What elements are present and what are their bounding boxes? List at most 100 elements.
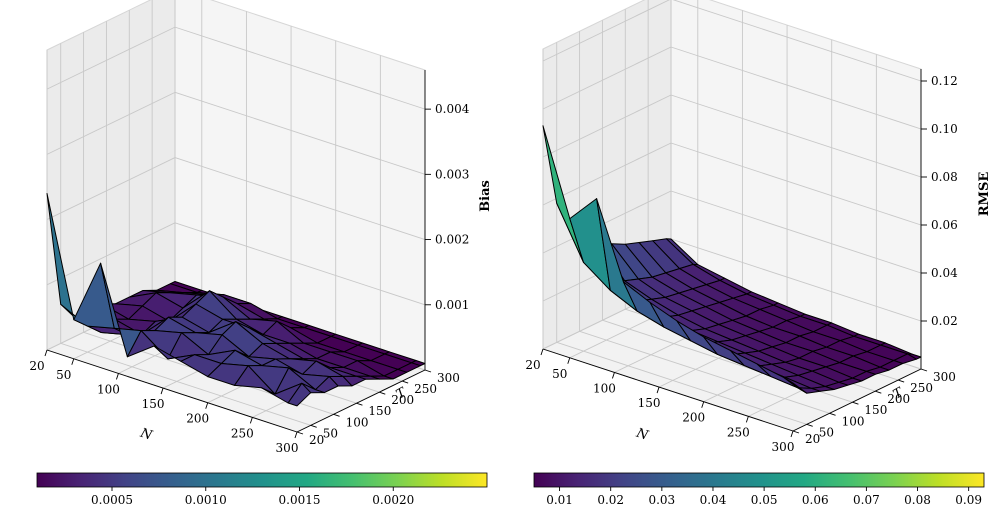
n-tick-label: 20 (525, 358, 540, 372)
grid-line (174, 157, 426, 240)
colorbar-tick-label: 0.0020 (372, 493, 414, 507)
n-tick-mark (540, 348, 544, 356)
t-tick-label: 200 (391, 393, 414, 407)
grid-line (542, 46, 672, 110)
n-tick-mark (790, 430, 794, 438)
n-tick-mark (116, 373, 119, 380)
n-tick-label: 200 (682, 411, 705, 425)
t-axis-line (296, 369, 426, 433)
n-tick-mark (567, 357, 571, 364)
colorbar-tick-label: 0.08 (904, 493, 931, 507)
z-tick-label: 0.004 (435, 102, 470, 116)
t-tick-mark (402, 380, 409, 384)
z-axis-label: Bias (478, 180, 493, 212)
colorbar-tick-label: 0.0010 (185, 493, 227, 507)
t-tick-mark (333, 413, 340, 417)
n-tick-mark (701, 401, 705, 408)
t-tick-mark (829, 412, 836, 416)
grid-line (46, 157, 176, 220)
z-tick-label: 0.04 (931, 266, 958, 280)
grid-line (46, 91, 176, 155)
colorbar (36, 472, 488, 488)
right-surface-panel: 205010015020025030020501001502002503000.… (525, 0, 992, 507)
grid-line (46, 26, 176, 90)
n-tick-label: 50 (552, 367, 567, 381)
t-tick-label: 20 (309, 433, 324, 447)
colorbar-tick-label: 0.06 (802, 493, 829, 507)
t-tick-label: 250 (910, 381, 933, 395)
t-tick-label: 150 (864, 403, 887, 417)
n-tick-label: 300 (276, 441, 299, 455)
surface-cell (287, 382, 312, 407)
grid-line (542, 190, 672, 254)
n-axis-line (542, 348, 794, 432)
t-tick-mark (875, 390, 882, 394)
grid-line (670, 142, 922, 226)
n-tick-label: 300 (772, 440, 795, 454)
t-tick-label: 150 (368, 404, 391, 418)
z-tick-label: 0.12 (931, 74, 958, 88)
n-tick-mark (294, 431, 298, 439)
grid-line (60, 342, 311, 426)
n-axis-label: N (137, 425, 154, 443)
colorbar-tick-label: 0.05 (751, 493, 778, 507)
t-tick-mark (792, 430, 800, 434)
t-tick-mark (898, 379, 905, 383)
t-tick-label: 250 (414, 382, 437, 396)
surface (46, 193, 426, 407)
grid-line (542, 142, 672, 206)
n-tick-label: 250 (727, 425, 750, 439)
t-tick-label: 50 (819, 425, 834, 439)
colorbar (533, 472, 985, 488)
n-axis-line (46, 349, 298, 433)
z-tick-label: 0.002 (435, 233, 469, 247)
grid-line (579, 330, 830, 414)
z-tick-label: 0.003 (435, 167, 469, 181)
colorbar-tick-label: 0.04 (700, 493, 727, 507)
z-tick-label: 0.001 (435, 298, 469, 312)
t-tick-mark (424, 369, 432, 373)
n-tick-mark (249, 417, 253, 424)
colorbar-tick-label: 0.07 (853, 493, 880, 507)
n-tick-label: 100 (97, 382, 120, 396)
t-tick-mark (920, 368, 928, 372)
t-tick-label: 100 (346, 415, 369, 429)
t-axis-line (792, 368, 922, 432)
grid-line (670, 46, 922, 130)
t-tick-label: 200 (887, 392, 910, 406)
colorbar-tick-label: 0.01 (546, 493, 573, 507)
n-tick-label: 50 (56, 368, 71, 382)
n-tick-mark (71, 358, 75, 365)
grid-line (670, 238, 922, 322)
t-tick-label: 300 (933, 370, 956, 384)
grid-line (46, 222, 176, 286)
t-tick-label: 20 (805, 432, 820, 446)
grid-line (542, 0, 670, 62)
grid-line (670, 190, 922, 274)
t-tick-label: 100 (842, 414, 865, 428)
colorbar-tick-label: 0.02 (597, 493, 624, 507)
surface (542, 125, 922, 394)
grid-line (174, 26, 426, 110)
colorbar-tick-label: 0.0015 (279, 493, 321, 507)
grid-line (174, 222, 426, 306)
z-tick-label: 0.10 (931, 122, 958, 136)
n-tick-mark (745, 416, 749, 423)
n-tick-mark (205, 402, 209, 409)
t-tick-mark (379, 391, 386, 395)
n-axis-label: N (633, 425, 650, 443)
grid-line (672, 0, 922, 82)
n-tick-mark (44, 349, 48, 357)
colorbar-tick-label: 0.0005 (91, 493, 133, 507)
t-tick-label: 300 (437, 371, 460, 385)
n-tick-label: 150 (142, 397, 165, 411)
z-tick-label: 0.02 (931, 314, 958, 328)
t-tick-mark (356, 402, 363, 406)
grid-line (556, 341, 807, 425)
grid-line (174, 91, 426, 175)
n-tick-mark (160, 387, 164, 395)
colorbar-tick-label: 0.09 (955, 493, 982, 507)
n-tick-label: 150 (638, 396, 661, 410)
t-tick-label: 50 (323, 426, 338, 440)
